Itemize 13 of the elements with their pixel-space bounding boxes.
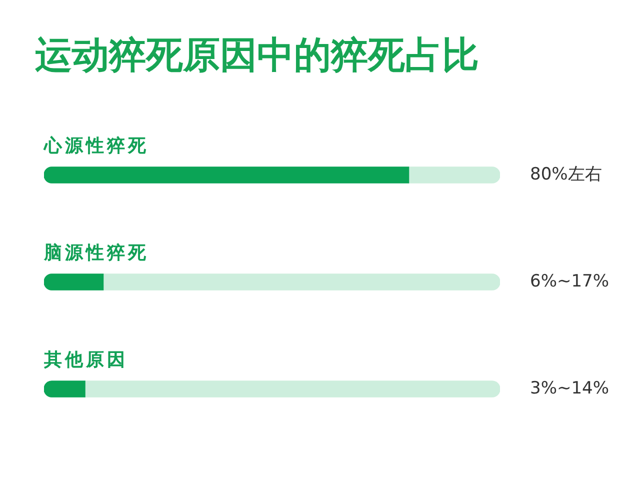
text: 6%~17% [530, 271, 609, 292]
bar [102, 274, 500, 290]
bar [44, 274, 104, 290]
y-tick-label: 其他原因 [43, 350, 128, 371]
chart-title: 运动猝死原因中的猝死占比 [35, 34, 479, 77]
text: 3%~14% [530, 378, 609, 398]
bar [84, 380, 500, 398]
bar [44, 166, 410, 184]
y-tick-label: 脑源性猝死 [43, 242, 149, 264]
bar [408, 166, 500, 184]
y-tick-label: 心源性猝死 [43, 136, 149, 157]
bar [44, 380, 86, 398]
text: 80%左右 [530, 164, 602, 184]
